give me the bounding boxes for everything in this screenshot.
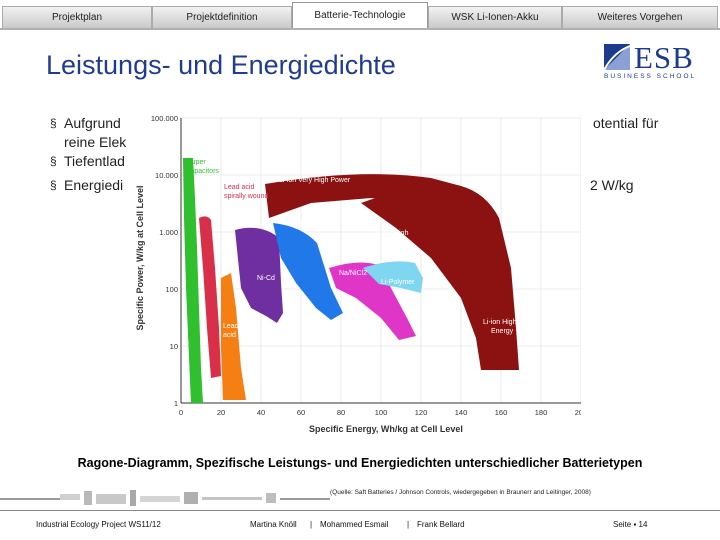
footer: Industrial Ecology Project WS11/12 Marti… bbox=[0, 510, 720, 540]
series-ni-cd bbox=[235, 227, 283, 323]
label-lead-acid-1: Lead bbox=[223, 323, 239, 330]
footer-divider bbox=[0, 510, 720, 511]
tab-batterie-technologie[interactable]: Batterie-Technologie bbox=[292, 2, 428, 28]
tab-projektdefinition[interactable]: Projektdefinition bbox=[152, 6, 292, 28]
bullet-text: Energiedi bbox=[64, 177, 124, 193]
series-lead-acid bbox=[221, 273, 246, 400]
x-tick-label: 40 bbox=[257, 408, 265, 417]
tab-weiteres-vorgehen[interactable]: Weiteres Vorgehen bbox=[562, 6, 718, 28]
series-super-capacitors bbox=[183, 158, 203, 403]
y-tick-label: 1.000 bbox=[159, 228, 178, 237]
y-tick-label: 1 bbox=[174, 399, 178, 408]
x-tick-label: 120 bbox=[415, 408, 428, 417]
chart-source: (Quelle: Saft Batteries / Johnson Contro… bbox=[330, 489, 591, 496]
series-labels: Super capacitors Lead acid spirally woun… bbox=[187, 159, 517, 339]
tab-wsk-li-ionen-akku[interactable]: WSK Li-Ionen-Akku bbox=[428, 6, 562, 28]
x-tick-label: 100 bbox=[375, 408, 388, 417]
series-lead-acid-spirally-wound bbox=[199, 216, 221, 378]
tab-label: Batterie-Technologie bbox=[314, 10, 406, 21]
y-tick-label: 100 bbox=[165, 285, 178, 294]
x-axis-label: Specific Energy, Wh/kg at Cell Level bbox=[309, 424, 463, 434]
bullet-3-tail: 2 W/kg bbox=[590, 177, 634, 193]
x-tick-label: 200 bbox=[575, 408, 581, 417]
label-ni-cd: Ni-Cd bbox=[257, 275, 275, 282]
x-tick-label: 60 bbox=[297, 408, 305, 417]
x-tick-label: 80 bbox=[337, 408, 345, 417]
logo-mark-icon bbox=[604, 44, 631, 71]
tab-label: WSK Li-Ionen-Akku bbox=[451, 12, 539, 23]
esb-logo: ESB BUSINESS SCHOOL bbox=[604, 40, 700, 82]
x-tick-label: 180 bbox=[535, 408, 548, 417]
y-tick-label: 10.000 bbox=[155, 171, 178, 180]
series-li-polymer bbox=[363, 261, 423, 293]
series-li-ion-high-power bbox=[361, 184, 519, 370]
footer-separator: | bbox=[407, 520, 410, 529]
label-li-ion-vhp: Li-ion Very High Power bbox=[279, 177, 351, 184]
label-lead-acid-2: acid bbox=[223, 332, 236, 339]
label-li-ion-hp-2: Power bbox=[383, 239, 404, 246]
tab-label: Weiteres Vorgehen bbox=[597, 12, 683, 23]
tab-underline bbox=[0, 28, 720, 30]
decorative-bars-icon bbox=[0, 490, 330, 506]
logo-word: ESB bbox=[634, 40, 694, 75]
label-li-ion-he-2: Energy bbox=[491, 328, 514, 335]
chart-caption: Ragone-Diagramm, Spezifische Leistungs- … bbox=[77, 456, 643, 470]
bullet-text: Tiefentlad bbox=[64, 153, 125, 169]
footer-author-2: Mohammed Esmail bbox=[320, 520, 389, 529]
footer-author-1: Martina Knöll bbox=[250, 520, 297, 529]
series-na-nicl2 bbox=[329, 262, 416, 340]
tab-projektplan[interactable]: Projektplan bbox=[2, 6, 152, 28]
bullet-1-cont: reine Elek bbox=[64, 134, 127, 150]
y-tick-label: 100.000 bbox=[151, 114, 178, 123]
x-tick-label: 0 bbox=[179, 408, 183, 417]
series-li-ion-very-high-power bbox=[265, 174, 461, 218]
bullet-text: Aufgrund bbox=[64, 115, 121, 131]
series-regions bbox=[183, 158, 519, 403]
x-tick-label: 160 bbox=[495, 408, 508, 417]
label-super-capacitors-1: Super bbox=[187, 159, 206, 166]
footer-author-3: Frank Bellard bbox=[417, 520, 465, 529]
axes: 0 20 40 60 80 100 120 140 160 180 200 1 10 100 1.000 10… bbox=[151, 114, 581, 417]
label-lead-acid-sw-1: Lead acid bbox=[224, 184, 254, 191]
ragone-chart: 0 20 40 60 80 100 120 140 160 180 200 1 10 100 1.000 10… bbox=[131, 108, 581, 438]
x-tick-label: 20 bbox=[217, 408, 225, 417]
footer-page-number: Seite ▪ 14 bbox=[613, 520, 648, 529]
label-nimh: Ni-MH bbox=[291, 221, 311, 228]
label-li-ion-he-1: Li-ion High bbox=[483, 319, 517, 326]
slide-title: Leistungs- und Energiedichte bbox=[46, 50, 396, 80]
logo-subtitle: BUSINESS SCHOOL bbox=[604, 73, 697, 80]
footer-separator: | bbox=[310, 520, 313, 529]
label-na-nicl2: Na/NiCl2 bbox=[339, 270, 367, 277]
label-li-ion-hp-1: Li-ion High bbox=[375, 230, 409, 237]
bullet-1-tail: otential für bbox=[593, 115, 659, 131]
y-axis-label: Specific Power, W/kg at Cell Level bbox=[135, 185, 145, 330]
tab-label: Projektdefinition bbox=[186, 12, 258, 23]
footer-project: Industrial Ecology Project WS11/12 bbox=[36, 520, 161, 529]
tab-label: Projektplan bbox=[51, 12, 103, 23]
tab-bar: Projektplan Projektdefinition Batterie-T… bbox=[0, 0, 720, 30]
y-tick-label: 10 bbox=[170, 342, 178, 351]
x-tick-label: 140 bbox=[455, 408, 468, 417]
label-lead-acid-sw-2: spirally wound bbox=[224, 193, 268, 200]
series-nimh bbox=[273, 223, 343, 320]
label-li-polymer: Li-Polymer bbox=[381, 279, 415, 286]
label-super-capacitors-2: capacitors bbox=[187, 168, 219, 175]
